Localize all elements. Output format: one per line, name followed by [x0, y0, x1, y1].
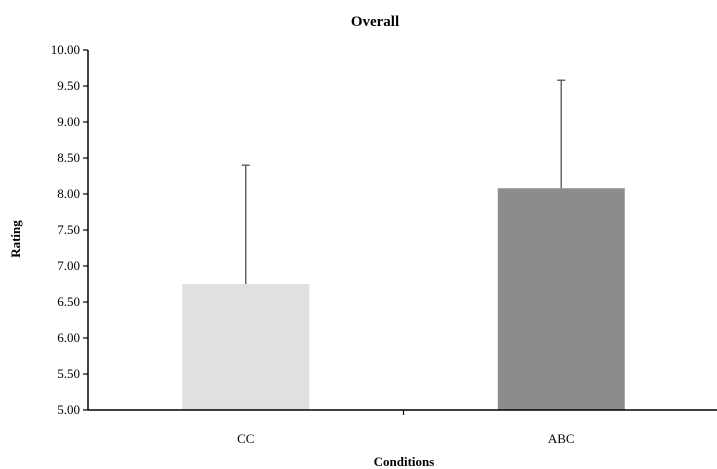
y-tick-label: 5.00	[57, 402, 80, 417]
bar-abc	[497, 188, 625, 410]
y-tick-label: 7.00	[57, 258, 80, 273]
y-tick-label: 6.00	[57, 330, 80, 345]
x-tick-label-cc: CC	[237, 431, 254, 446]
x-tick-label-abc: ABC	[548, 431, 575, 446]
y-tick-label: 7.50	[57, 222, 80, 237]
y-tick-label: 8.00	[57, 186, 80, 201]
bar-cc	[182, 284, 310, 410]
x-axis-title: Conditions	[374, 454, 435, 469]
y-tick-label: 6.50	[57, 294, 80, 309]
y-tick-label: 9.00	[57, 114, 80, 129]
y-tick-label: 9.50	[57, 78, 80, 93]
y-tick-label: 5.50	[57, 366, 80, 381]
y-axis-title: Rating	[8, 220, 23, 258]
y-tick-label: 10.00	[51, 42, 80, 57]
chart-title: Overall	[351, 14, 399, 30]
plot-area: 5.00 5.50 6.00 6.50 7.00 7.50 8.00 8.50 9.00 9.50…	[51, 42, 717, 446]
y-tick-label: 8.50	[57, 150, 80, 165]
